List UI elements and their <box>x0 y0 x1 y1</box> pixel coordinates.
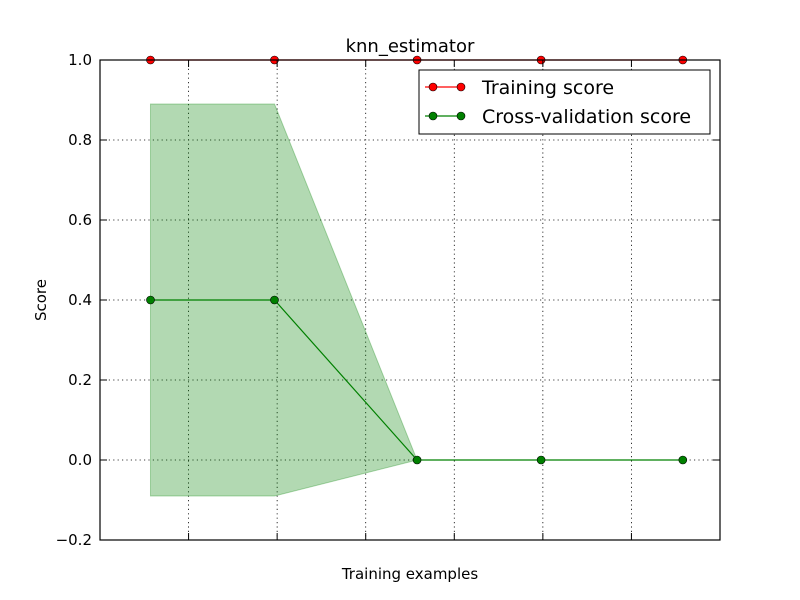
y-tick-label: 0.0 <box>68 451 92 469</box>
legend-box <box>418 69 711 135</box>
y-tick-label: 1.0 <box>68 51 92 69</box>
grid <box>100 59 720 541</box>
legend-training-marker <box>456 82 466 92</box>
x-axis-label: Training examples <box>341 565 479 583</box>
legend-cv-marker <box>456 111 466 121</box>
legend-training-label: Training score <box>481 77 614 99</box>
legend-entry-training: Training score <box>425 77 614 99</box>
data-point-1 <box>536 455 546 465</box>
legend-entry-cv: Cross-validation score <box>425 106 691 128</box>
chart-title: knn_estimator <box>346 36 475 57</box>
y-tick-labels: −0.2 0.0 0.2 0.4 0.6 0.8 1.0 <box>56 51 92 549</box>
axis-ticks <box>100 59 720 541</box>
y-tick-label: 0.2 <box>68 371 92 389</box>
y-tick-label: −0.2 <box>56 531 92 549</box>
y-tick-label: 0.6 <box>68 211 92 229</box>
legend-cv-label: Cross-validation score <box>482 106 691 128</box>
legend-cv-marker <box>428 111 438 121</box>
y-tick-label: 0.4 <box>68 291 92 309</box>
data-point-1 <box>146 295 155 305</box>
data-point-1 <box>270 295 279 305</box>
legend: Training score Cross-validation score <box>418 69 711 135</box>
legend-training-marker <box>428 82 438 92</box>
y-tick-label: 0.8 <box>68 131 92 149</box>
y-axis-label: Score <box>32 279 50 321</box>
data-point-1 <box>412 455 422 465</box>
data-point-1 <box>678 455 688 465</box>
